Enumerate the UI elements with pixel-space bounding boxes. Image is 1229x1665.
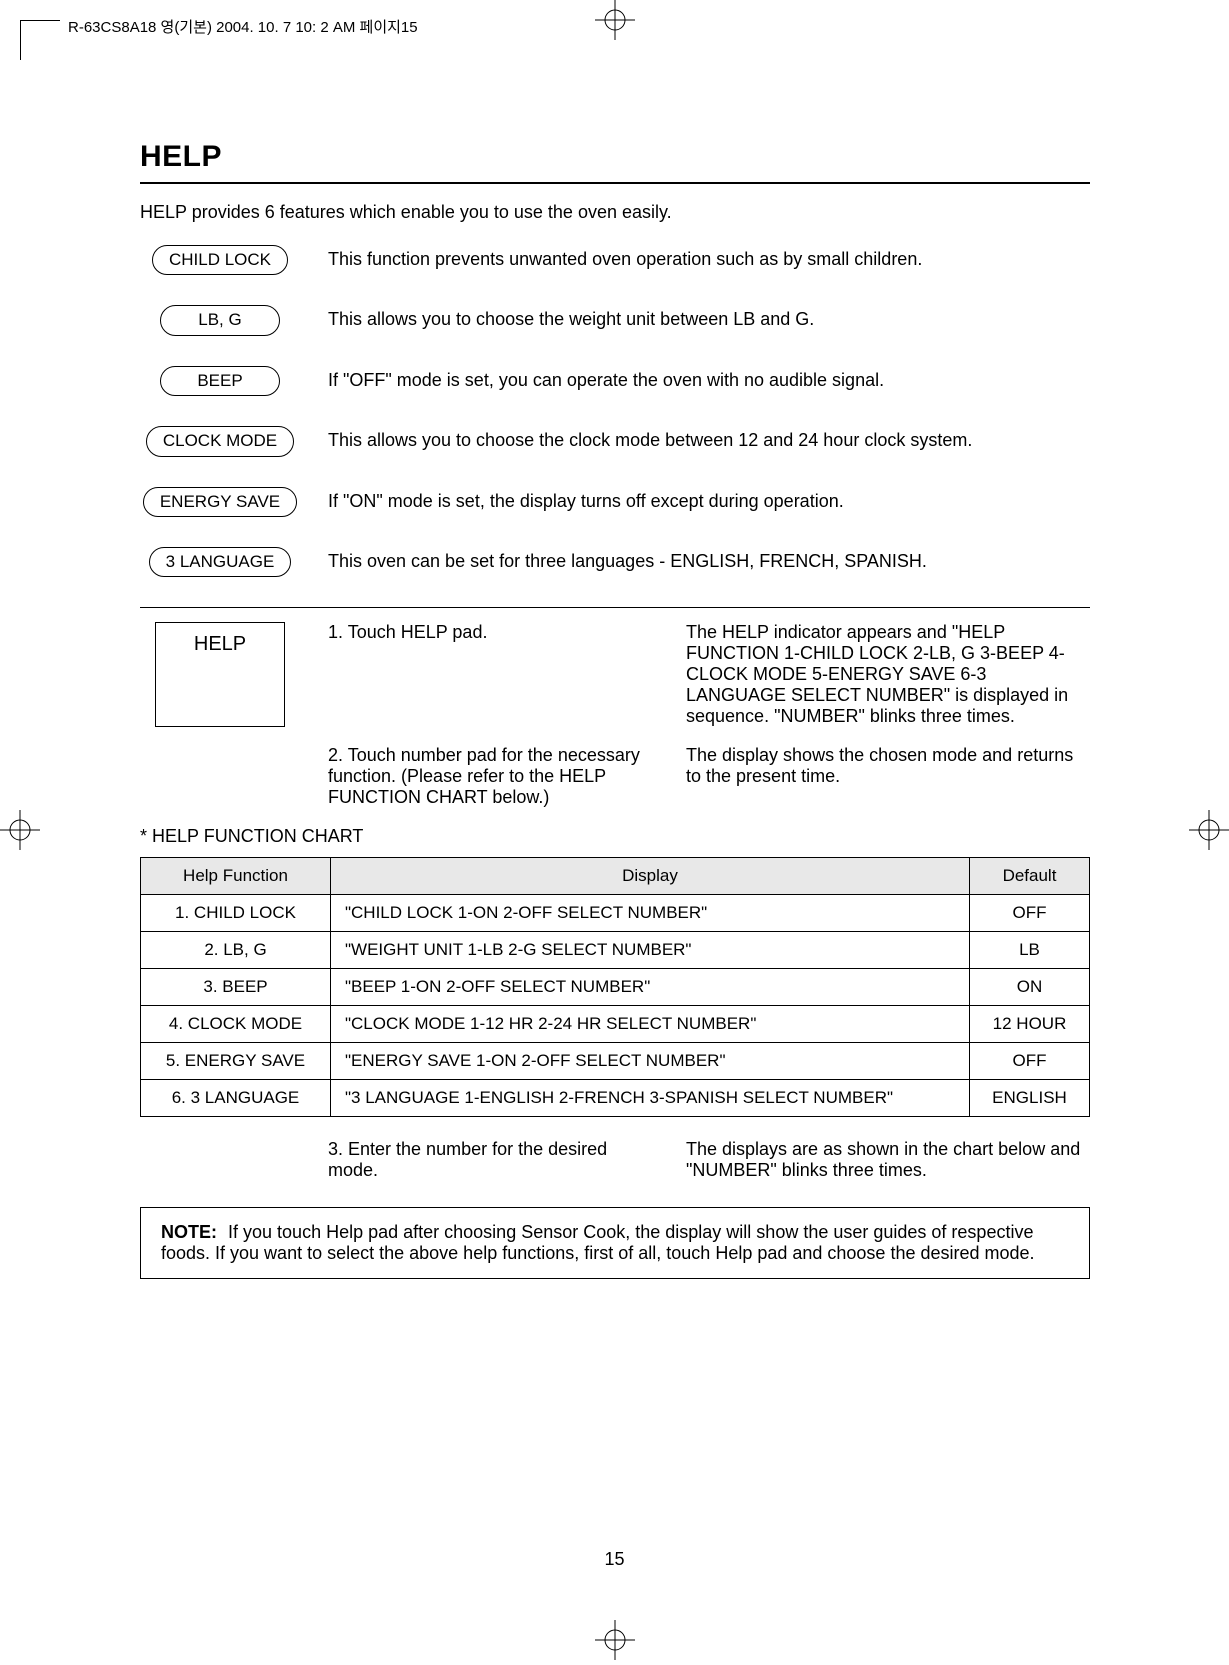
table-row: 3. BEEP"BEEP 1-ON 2-OFF SELECT NUMBER"ON: [141, 969, 1090, 1006]
step1-result: The HELP indicator appears and "HELP FUN…: [686, 622, 1090, 727]
step2-result: The display shows the chosen mode and re…: [686, 745, 1090, 808]
feature-desc: If "OFF" mode is set, you can operate th…: [328, 366, 1090, 391]
feature-desc: If "ON" mode is set, the display turns o…: [328, 487, 1090, 512]
cell-display: "ENERGY SAVE 1-ON 2-OFF SELECT NUMBER": [331, 1043, 970, 1080]
doc-header: R-63CS8A18 영(기본) 2004. 10. 7 10: 2 AM 페이…: [68, 16, 418, 37]
cell-func: 3. BEEP: [141, 969, 331, 1006]
feature-pill-lbg: LB, G: [160, 305, 280, 335]
page-title: HELP: [140, 140, 1090, 174]
cell-func: 1. CHILD LOCK: [141, 895, 331, 932]
feature-desc: This allows you to choose the clock mode…: [328, 426, 1090, 451]
cell-default: 12 HOUR: [970, 1006, 1090, 1043]
feature-desc: This function prevents unwanted oven ope…: [328, 245, 1090, 270]
feature-pill-clockmode: CLOCK MODE: [146, 426, 294, 456]
table-row: 5. ENERGY SAVE"ENERGY SAVE 1-ON 2-OFF SE…: [141, 1043, 1090, 1080]
cell-func: 4. CLOCK MODE: [141, 1006, 331, 1043]
crop-corner: [20, 20, 60, 60]
help-function-chart: Help Function Display Default 1. CHILD L…: [140, 857, 1090, 1117]
cell-display: "BEEP 1-ON 2-OFF SELECT NUMBER": [331, 969, 970, 1006]
step3-result: The displays are as shown in the chart b…: [686, 1139, 1090, 1181]
step3-action: 3. Enter the number for the desired mode…: [328, 1139, 658, 1181]
note-box: NOTE: If you touch Help pad after choosi…: [140, 1207, 1090, 1279]
page-number: 15: [604, 1549, 624, 1570]
feature-pill-energysave: ENERGY SAVE: [143, 487, 297, 517]
feature-desc: This oven can be set for three languages…: [328, 547, 1090, 572]
divider: [140, 182, 1090, 184]
cell-display: "CLOCK MODE 1-12 HR 2-24 HR SELECT NUMBE…: [331, 1006, 970, 1043]
help-button: HELP: [155, 622, 285, 727]
cell-func: 6. 3 LANGUAGE: [141, 1080, 331, 1117]
crop-mark-bottom: [595, 1620, 635, 1660]
note-label: NOTE:: [161, 1222, 217, 1242]
th-default: Default: [970, 858, 1090, 895]
crop-mark-right: [1189, 810, 1229, 850]
table-header-row: Help Function Display Default: [141, 858, 1090, 895]
table-row: 6. 3 LANGUAGE"3 LANGUAGE 1-ENGLISH 2-FRE…: [141, 1080, 1090, 1117]
step1-action: 1. Touch HELP pad.: [328, 622, 658, 727]
cell-default: OFF: [970, 1043, 1090, 1080]
th-help-function: Help Function: [141, 858, 331, 895]
feature-pill-3language: 3 LANGUAGE: [149, 547, 292, 577]
cell-default: ENGLISH: [970, 1080, 1090, 1117]
cell-func: 2. LB, G: [141, 932, 331, 969]
crop-mark-top: [595, 0, 635, 40]
table-row: 4. CLOCK MODE"CLOCK MODE 1-12 HR 2-24 HR…: [141, 1006, 1090, 1043]
note-text: If you touch Help pad after choosing Sen…: [161, 1222, 1035, 1263]
step2-action: 2. Touch number pad for the necessary fu…: [328, 745, 658, 808]
cell-default: OFF: [970, 895, 1090, 932]
cell-func: 5. ENERGY SAVE: [141, 1043, 331, 1080]
th-display: Display: [331, 858, 970, 895]
cell-display: "3 LANGUAGE 1-ENGLISH 2-FRENCH 3-SPANISH…: [331, 1080, 970, 1117]
cell-default: LB: [970, 932, 1090, 969]
table-row: 1. CHILD LOCK"CHILD LOCK 1-ON 2-OFF SELE…: [141, 895, 1090, 932]
divider: [140, 607, 1090, 608]
feature-pill-beep: BEEP: [160, 366, 280, 396]
intro-text: HELP provides 6 features which enable yo…: [140, 202, 1090, 223]
feature-desc: This allows you to choose the weight uni…: [328, 305, 1090, 330]
feature-pill-childlock: CHILD LOCK: [152, 245, 288, 275]
cell-display: "WEIGHT UNIT 1-LB 2-G SELECT NUMBER": [331, 932, 970, 969]
chart-title: * HELP FUNCTION CHART: [140, 826, 1090, 847]
cell-default: ON: [970, 969, 1090, 1006]
cell-display: "CHILD LOCK 1-ON 2-OFF SELECT NUMBER": [331, 895, 970, 932]
crop-mark-left: [0, 810, 40, 850]
table-row: 2. LB, G"WEIGHT UNIT 1-LB 2-G SELECT NUM…: [141, 932, 1090, 969]
